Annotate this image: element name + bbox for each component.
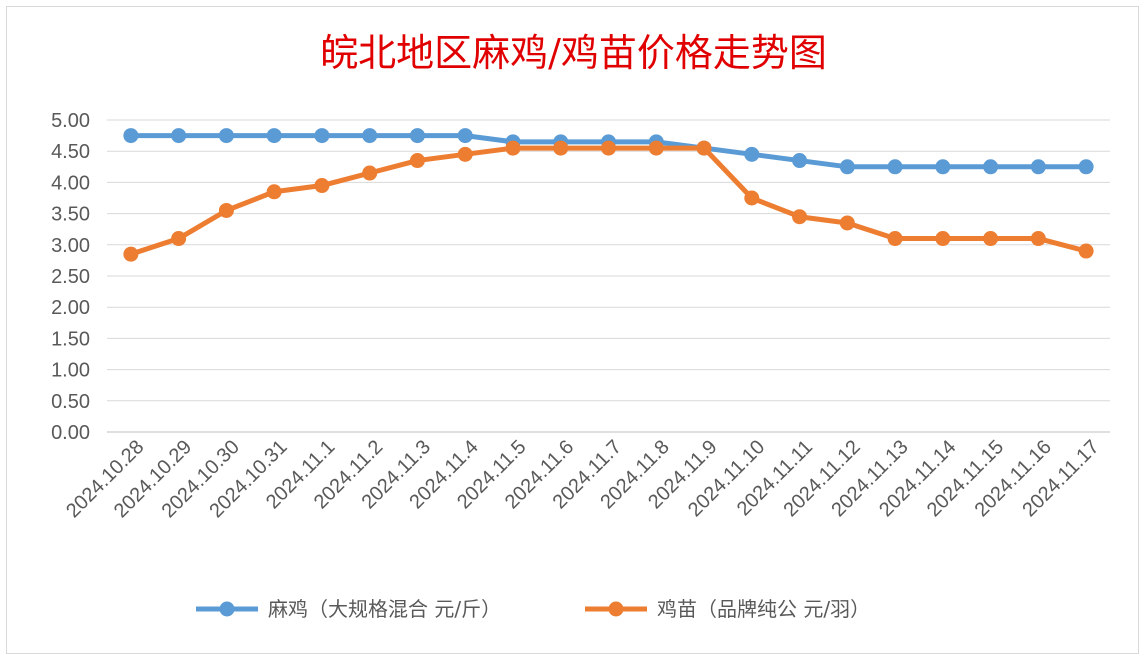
data-point xyxy=(1030,231,1046,247)
data-point xyxy=(171,128,187,144)
y-tick-label: 1.50 xyxy=(51,328,90,350)
data-point xyxy=(601,140,616,156)
data-point xyxy=(744,146,760,162)
legend-label: 麻鸡（大规格混合 元/斤） xyxy=(268,597,501,621)
data-point xyxy=(218,128,234,144)
y-tick-label: 4.00 xyxy=(51,172,90,194)
y-tick-label: 2.50 xyxy=(51,266,90,288)
data-point xyxy=(457,146,473,162)
data-point xyxy=(409,128,425,144)
data-point xyxy=(314,178,330,194)
chart-frame xyxy=(6,6,1139,654)
data-point xyxy=(123,128,139,144)
data-point xyxy=(887,231,903,247)
data-point xyxy=(218,202,234,218)
data-point xyxy=(792,209,808,225)
y-tick-label: 3.00 xyxy=(51,235,90,257)
data-point xyxy=(171,231,187,247)
data-point xyxy=(457,128,473,144)
data-point xyxy=(983,231,999,247)
data-point xyxy=(648,140,664,156)
data-point xyxy=(1030,159,1046,175)
data-point xyxy=(266,128,282,144)
legend-marker xyxy=(608,601,624,617)
data-point xyxy=(983,159,999,175)
data-point xyxy=(123,246,139,262)
data-point xyxy=(792,153,808,169)
data-point xyxy=(505,140,521,156)
y-tick-label: 0.00 xyxy=(51,422,90,444)
data-point xyxy=(935,159,951,175)
legend-item: 麻鸡（大规格混合 元/斤） xyxy=(196,597,501,621)
data-point xyxy=(553,140,569,156)
y-tick-label: 0.50 xyxy=(51,391,90,413)
data-point xyxy=(696,140,712,156)
data-point xyxy=(314,128,330,144)
data-point xyxy=(839,159,855,175)
data-point xyxy=(362,128,378,144)
data-point xyxy=(1078,159,1094,175)
legend-marker xyxy=(219,601,235,617)
y-tick-label: 4.50 xyxy=(51,141,90,163)
y-tick-label: 3.50 xyxy=(51,204,90,226)
data-point xyxy=(887,159,903,175)
data-point xyxy=(935,231,951,247)
data-point xyxy=(266,184,282,200)
data-point xyxy=(1078,243,1094,259)
y-tick-label: 1.00 xyxy=(51,360,90,382)
chart-title: 皖北地区麻鸡/鸡苗价格走势图 xyxy=(320,31,827,75)
legend-item: 鸡苗（品牌纯公 元/羽） xyxy=(585,597,870,621)
data-point xyxy=(409,153,425,169)
legend-label: 鸡苗（品牌纯公 元/羽） xyxy=(657,597,870,621)
y-tick-label: 2.00 xyxy=(51,297,90,319)
data-point xyxy=(839,215,855,231)
data-point xyxy=(744,190,760,206)
series-2 xyxy=(123,140,1094,262)
data-point xyxy=(362,165,378,181)
y-tick-label: 5.00 xyxy=(51,110,90,132)
